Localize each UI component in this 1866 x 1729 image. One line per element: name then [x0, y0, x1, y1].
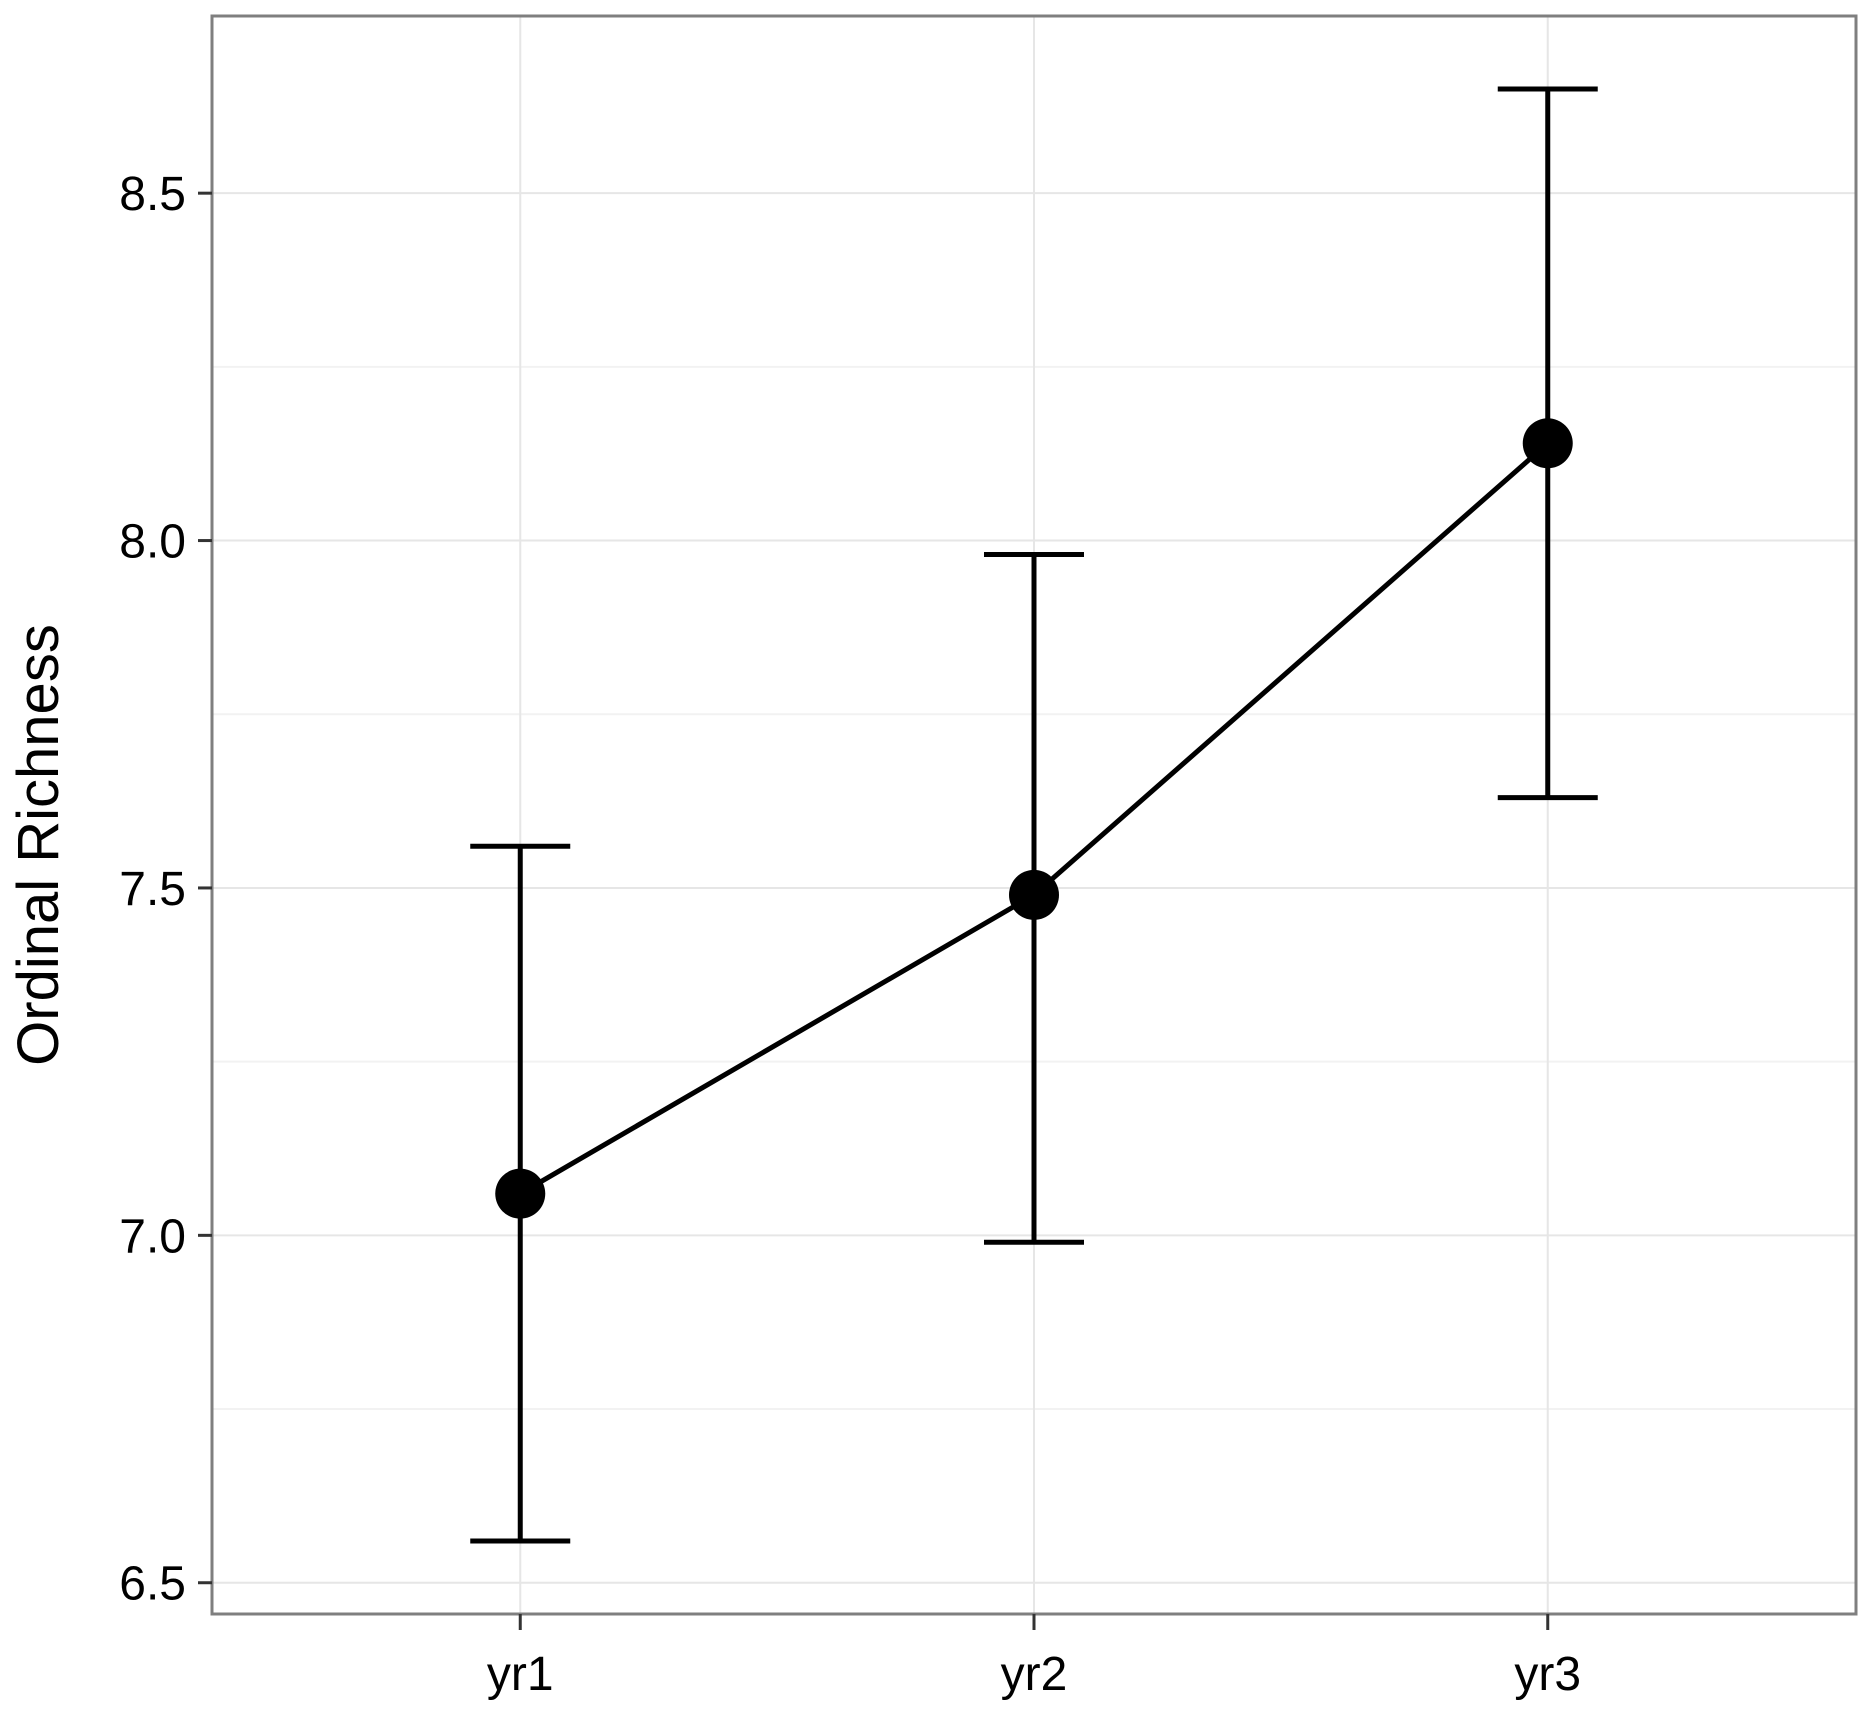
y-tick-label: 7.5 [119, 863, 186, 916]
x-tick-label: yr1 [487, 1648, 554, 1701]
y-tick-label: 7.0 [119, 1210, 186, 1263]
x-tick-label: yr3 [1514, 1648, 1581, 1701]
data-point [1009, 869, 1059, 920]
x-tick-label: yr2 [1001, 1648, 1068, 1701]
data-points [495, 418, 1573, 1219]
x-axis: yr1 yr2 yr3 [487, 1614, 1581, 1701]
y-axis: 6.5 7.0 7.5 8.0 8.5 [119, 168, 212, 1611]
y-tick-label: 6.5 [119, 1558, 186, 1611]
data-point [1522, 418, 1573, 469]
y-tick-label: 8.5 [119, 168, 186, 221]
y-tick-label: 8.0 [119, 516, 186, 569]
data-point [495, 1168, 546, 1219]
y-axis-title: Ordinal Richness [6, 624, 71, 1066]
